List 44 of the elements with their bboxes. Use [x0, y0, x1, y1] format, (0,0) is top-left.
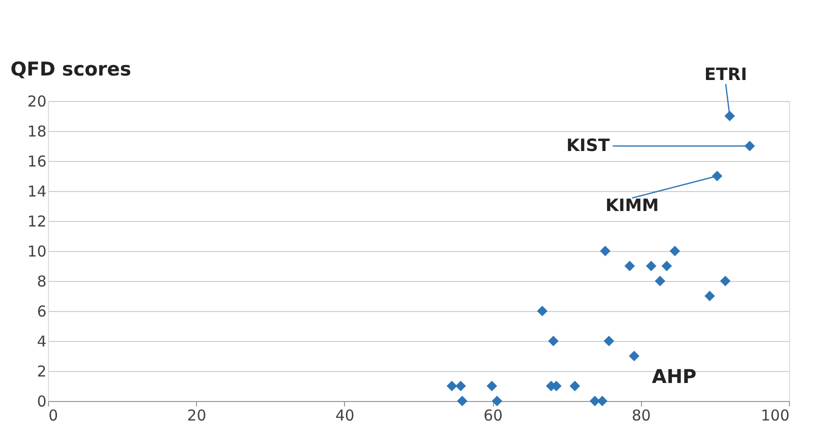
point — [720, 276, 731, 286]
point — [704, 290, 715, 302]
point — [646, 260, 656, 272]
point — [624, 260, 635, 272]
y-tick-label: 8 — [36, 272, 46, 290]
y-axis-title: QFD scores — [10, 58, 132, 80]
x-axis-title: AHP — [652, 366, 697, 388]
y-tick-label: 20 — [27, 92, 46, 110]
point — [446, 380, 458, 392]
point — [492, 396, 502, 406]
y-tick-label: 14 — [27, 182, 46, 200]
annotation: ETRI — [704, 65, 748, 85]
point — [548, 336, 559, 346]
annotation: KIMM — [605, 196, 659, 216]
point — [600, 246, 610, 256]
annotation: KIST — [566, 136, 610, 156]
point — [537, 306, 548, 316]
point — [486, 380, 498, 392]
point — [597, 396, 608, 406]
point — [456, 396, 468, 406]
point — [654, 276, 666, 286]
point — [628, 350, 640, 362]
x-tick-label: 100 — [760, 406, 790, 424]
x-tick-label: 20 — [187, 406, 206, 424]
x-tick-label: 60 — [484, 406, 503, 424]
point — [455, 380, 466, 392]
y-tick-label: 18 — [27, 122, 46, 140]
point — [604, 336, 614, 346]
point — [661, 260, 672, 272]
point — [724, 110, 735, 122]
point — [744, 140, 755, 152]
x-tick-label: 40 — [335, 406, 354, 424]
y-tick-label: 16 — [27, 152, 46, 170]
point — [712, 170, 722, 182]
point — [570, 380, 580, 392]
y-tick-label: 2 — [36, 362, 46, 380]
y-tick-label: 6 — [36, 302, 46, 320]
x-tick-label: 80 — [632, 406, 651, 424]
point — [670, 246, 680, 256]
x-tick-label: 0 — [48, 406, 58, 424]
y-tick-label: 0 — [36, 392, 46, 410]
y-tick-label: 4 — [36, 332, 46, 350]
y-tick-label: 12 — [27, 212, 46, 230]
y-tick-label: 10 — [27, 242, 46, 260]
